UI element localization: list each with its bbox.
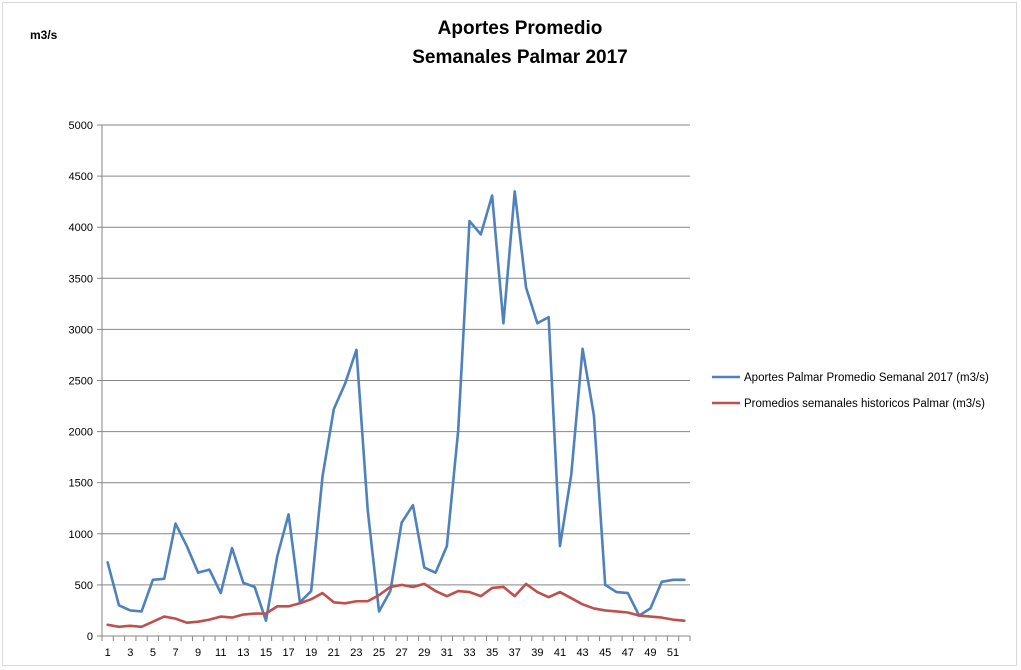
y-tick-label: 4500	[69, 171, 93, 183]
x-tick-label: 9	[195, 647, 201, 659]
x-tick-label: 23	[350, 647, 362, 659]
x-tick-label: 35	[486, 647, 498, 659]
chart-title: Aportes Promedio Semanales Palmar 2017	[330, 14, 710, 72]
x-tick-label: 39	[531, 647, 543, 659]
x-tick-label: 47	[622, 647, 634, 659]
x-tick-label: 51	[667, 647, 679, 659]
legend-layer: Aportes Palmar Promedio Semanal 2017 (m3…	[712, 372, 989, 410]
legend-label-2: Promedios semanales historicos Palmar (m…	[744, 398, 985, 410]
x-tick-label: 7	[172, 647, 178, 659]
x-tick-label: 13	[237, 647, 249, 659]
y-tick-label: 500	[75, 580, 93, 592]
grid-layer	[102, 124, 690, 586]
x-tick-label: 43	[576, 647, 588, 659]
x-tick-label: 11	[215, 647, 226, 659]
x-tick-label: 19	[305, 647, 317, 659]
x-tick-label: 17	[282, 647, 294, 659]
series-line-2	[106, 582, 686, 629]
y-tick-label: 1500	[69, 478, 93, 490]
x-tick-label: 27	[396, 647, 408, 659]
series-line-1	[106, 190, 686, 622]
x-tick-label: 21	[328, 647, 340, 659]
y-axis-unit-label: m3/s	[30, 28, 58, 42]
x-tick-label: 31	[441, 647, 453, 659]
x-tick-label: 1	[105, 647, 111, 659]
x-tick-label: 41	[554, 647, 566, 659]
y-tick-label: 0	[87, 631, 93, 643]
x-tick-label: 37	[509, 647, 521, 659]
x-tick-label: 5	[150, 647, 156, 659]
x-tick-label: 45	[599, 647, 611, 659]
y-tick-label: 1000	[69, 529, 93, 541]
y-tick-label: 3000	[69, 324, 93, 336]
legend-label-1: Aportes Palmar Promedio Semanal 2017 (m3…	[744, 372, 989, 384]
chart-title-line-1: Aportes Promedio	[437, 18, 603, 39]
y-tick-label: 5000	[69, 120, 93, 132]
x-tick-label: 25	[373, 647, 385, 659]
y-tick-label: 2500	[69, 376, 93, 388]
x-tick-label: 33	[463, 647, 475, 659]
y-tick-label: 2000	[69, 427, 93, 439]
x-tick-label: 3	[127, 647, 133, 659]
y-tick-label: 3500	[69, 273, 93, 285]
series-layer	[106, 190, 686, 629]
chart-title-line-2: Semanales Palmar 2017	[412, 47, 628, 68]
x-tick-label: 29	[418, 647, 430, 659]
y-tick-label: 4000	[69, 222, 93, 234]
axis-layer: 0 500 1000 1500 2000 2500 3000 3500 4000 4500 5000…	[69, 120, 691, 659]
x-tick-label: 15	[260, 647, 272, 659]
x-tick-label: 49	[644, 647, 656, 659]
